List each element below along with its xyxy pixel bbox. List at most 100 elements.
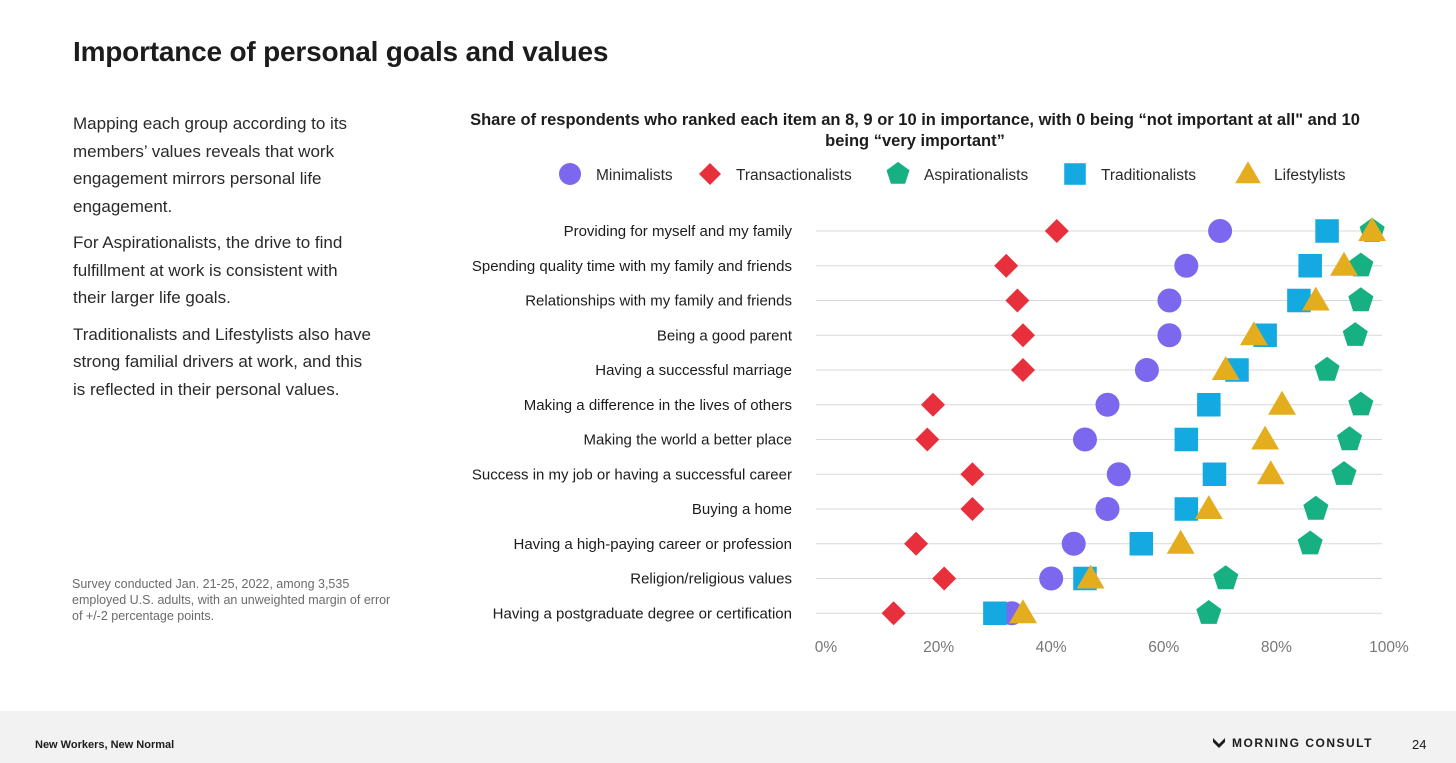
data-point-lifestylists	[1301, 286, 1330, 311]
data-point-traditionalists	[1197, 392, 1221, 417]
data-point-lifestylists	[1268, 390, 1296, 415]
page-title: Importance of personal goals and values	[73, 36, 609, 67]
data-point-aspirationalists	[1348, 287, 1374, 312]
brand-name: MORNING CONSULT	[1232, 736, 1373, 750]
legend-item-transactionalists: Transactionalists	[699, 163, 852, 185]
legend-label: Traditionalists	[1101, 167, 1196, 184]
data-point-minimalists	[1095, 392, 1120, 417]
legend-label: Lifestylists	[1274, 167, 1346, 184]
data-point-aspirationalists	[1337, 426, 1363, 451]
triangle-icon	[1235, 161, 1261, 184]
data-point-aspirationalists	[1331, 461, 1357, 485]
x-tick-label: 60%	[1148, 639, 1179, 656]
data-point-traditionalists	[1174, 497, 1199, 521]
category-label: Being a good parent	[657, 327, 793, 344]
data-point-transactionalists	[932, 566, 957, 591]
x-tick-label: 0%	[815, 639, 838, 656]
data-point-lifestylists	[1009, 599, 1037, 624]
legend-item-lifestylists: Lifestylists	[1235, 161, 1346, 184]
data-point-transactionalists	[994, 253, 1019, 278]
category-label: Having a postgraduate degree or certific…	[493, 605, 792, 622]
data-point-lifestylists	[1358, 217, 1386, 241]
data-point-aspirationalists	[1348, 391, 1374, 416]
x-tick-label: 20%	[923, 639, 954, 656]
data-point-aspirationalists	[1213, 565, 1239, 590]
data-point-aspirationalists	[1303, 495, 1329, 520]
data-point-aspirationalists	[1314, 356, 1340, 381]
data-point-aspirationalists	[1297, 530, 1323, 555]
intro-paragraph: Traditionalists and Lifestylists also ha…	[73, 324, 371, 399]
data-point-lifestylists	[1256, 460, 1285, 485]
square-icon	[1064, 163, 1086, 185]
data-point-transactionalists	[960, 462, 985, 487]
data-point-transactionalists	[915, 427, 940, 452]
x-tick-label: 40%	[1036, 639, 1067, 656]
data-point-transactionalists	[921, 392, 945, 417]
data-point-aspirationalists	[1196, 600, 1222, 624]
data-point-traditionalists	[1202, 462, 1227, 487]
category-label: Providing for myself and my family	[564, 223, 793, 240]
category-label: Making a difference in the lives of othe…	[524, 397, 792, 414]
dot-plot-chart: Minimalists Transactionalists Aspirational…	[472, 161, 1409, 656]
legend-label: Minimalists	[596, 167, 673, 184]
data-point-minimalists	[1208, 219, 1233, 243]
data-point-transactionalists	[904, 531, 929, 556]
x-tick-label: 100%	[1369, 639, 1409, 656]
report-name: New Workers, New Normal	[35, 739, 175, 751]
legend-item-traditionalists: Traditionalists	[1064, 163, 1196, 185]
brand-mark-icon	[1213, 738, 1225, 748]
pentagon-icon	[886, 161, 910, 184]
data-point-lifestylists	[1251, 425, 1280, 450]
data-point-lifestylists	[1240, 321, 1268, 346]
data-point-traditionalists	[1174, 427, 1199, 452]
data-point-lifestylists	[1166, 529, 1195, 554]
data-point-minimalists	[1061, 531, 1086, 556]
data-point-minimalists	[1039, 566, 1064, 591]
data-point-minimalists	[1174, 253, 1199, 278]
data-point-traditionalists	[1315, 219, 1339, 243]
category-label: Relationships with my family and friends	[525, 293, 792, 310]
data-point-lifestylists	[1194, 495, 1223, 519]
footer: New Workers, New Normal MORNING CONSULT …	[0, 711, 1456, 763]
category-label: Buying a home	[692, 501, 792, 518]
diamond-icon	[699, 163, 721, 185]
data-point-minimalists	[1106, 462, 1131, 487]
data-point-minimalists	[1157, 288, 1182, 313]
data-point-transactionalists	[1044, 219, 1069, 243]
brand-logo: MORNING CONSULT	[1212, 736, 1373, 750]
data-point-traditionalists	[1298, 253, 1322, 278]
data-point-transactionalists	[1005, 288, 1030, 313]
data-point-lifestylists	[1076, 564, 1105, 589]
data-point-minimalists	[1072, 427, 1097, 452]
data-point-minimalists	[1134, 358, 1159, 382]
data-point-minimalists	[1095, 497, 1120, 521]
legend-item-minimalists: Minimalists	[559, 163, 673, 185]
survey-note: Survey conducted Jan. 21-25, 2022, among…	[72, 577, 391, 623]
data-point-lifestylists	[1330, 251, 1358, 276]
data-point-transactionalists	[1011, 358, 1035, 382]
data-point-traditionalists	[1129, 531, 1154, 556]
data-point-traditionalists	[983, 601, 1007, 626]
data-point-lifestylists	[1211, 356, 1240, 380]
category-label: Having a successful marriage	[595, 362, 792, 379]
data-point-aspirationalists	[1342, 322, 1368, 346]
page-number: 24	[1412, 737, 1427, 752]
data-point-transactionalists	[1011, 323, 1035, 348]
category-label: Religion/religious values	[630, 571, 792, 588]
category-label: Spending quality time with my family and…	[472, 258, 792, 275]
data-point-minimalists	[1157, 323, 1182, 348]
legend-item-aspirationalists: Aspirationalists	[886, 161, 1028, 184]
legend-label: Transactionalists	[736, 167, 852, 184]
data-point-transactionalists	[960, 497, 985, 521]
intro-paragraph: For Aspirationalists, the drive to find …	[73, 233, 343, 307]
x-tick-label: 80%	[1261, 639, 1292, 656]
intro-paragraph: Mapping each group according to its memb…	[73, 114, 348, 216]
legend-label: Aspirationalists	[924, 167, 1028, 184]
category-label: Success in my job or having a successful…	[472, 466, 792, 483]
category-label: Making the world a better place	[584, 432, 792, 449]
chart-title: Share of respondents who ranked each ite…	[470, 111, 1360, 150]
data-point-transactionalists	[881, 601, 906, 626]
circle-icon	[559, 163, 581, 185]
intro-text: Mapping each group according to its memb…	[73, 110, 373, 412]
category-label: Having a high-paying career or professio…	[514, 536, 793, 553]
